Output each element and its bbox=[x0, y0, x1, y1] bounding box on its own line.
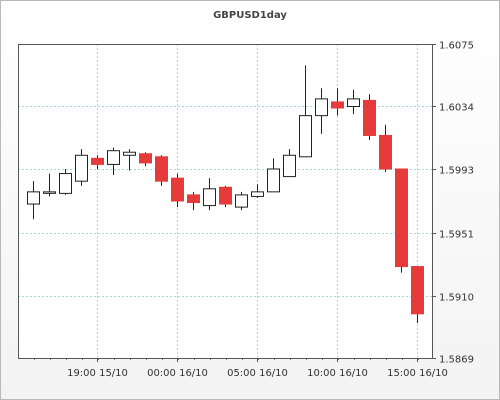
candle-body-down bbox=[155, 156, 168, 182]
axis-layer bbox=[18, 44, 436, 362]
candle bbox=[395, 168, 408, 273]
candle-body-up bbox=[283, 154, 296, 178]
candle bbox=[203, 178, 216, 211]
y-tick-label: 1.6034 bbox=[439, 103, 474, 114]
candle bbox=[251, 184, 264, 198]
candle-body-down bbox=[171, 177, 184, 202]
candle bbox=[59, 168, 72, 195]
candle bbox=[107, 147, 120, 176]
candle bbox=[155, 155, 168, 186]
y-tick-label: 1.6075 bbox=[439, 41, 474, 52]
candle bbox=[283, 149, 296, 178]
x-tick-label: 05:00 16/10 bbox=[227, 368, 288, 379]
candle-body-up bbox=[123, 151, 136, 156]
candle-body-up bbox=[267, 168, 280, 193]
candle-body-up bbox=[203, 188, 216, 207]
candle-body-down bbox=[219, 186, 232, 205]
candle-body-up bbox=[75, 154, 88, 182]
tick-label-layer: 1.6075 1.6034 1.5993 1.5951 1.5910 1.5869 19:0… bbox=[67, 41, 474, 380]
candle-body-up bbox=[235, 194, 248, 208]
x-tick-label: 15:00 16/10 bbox=[387, 368, 448, 379]
candle-body-up bbox=[43, 191, 56, 194]
candle-body-up bbox=[347, 98, 360, 107]
candle-body-down bbox=[331, 101, 344, 109]
candle bbox=[347, 89, 360, 115]
candle bbox=[267, 158, 280, 193]
y-tick-label: 1.5910 bbox=[439, 293, 474, 304]
y-tick-label: 1.5869 bbox=[439, 355, 474, 366]
candle-body-down bbox=[139, 153, 152, 164]
candle-body-up bbox=[59, 173, 72, 194]
candle bbox=[363, 94, 376, 141]
candle bbox=[43, 173, 56, 197]
x-tick-label: 19:00 15/10 bbox=[67, 368, 128, 379]
x-tick-label: 00:00 16/10 bbox=[147, 368, 208, 379]
candle bbox=[91, 155, 104, 169]
candle-body-up bbox=[251, 191, 264, 197]
candle bbox=[187, 191, 200, 211]
candle-body-up bbox=[315, 98, 328, 117]
y-tick-label: 1.5951 bbox=[439, 230, 474, 241]
candle-body-down bbox=[395, 168, 408, 268]
candle-body-down bbox=[91, 157, 104, 165]
candle bbox=[219, 185, 232, 208]
candle-body-down bbox=[379, 134, 392, 170]
chart-title: GBPUSD1day bbox=[213, 10, 287, 21]
candle bbox=[27, 181, 40, 220]
candle bbox=[315, 88, 328, 134]
candle-layer bbox=[27, 65, 424, 323]
candle-body-up bbox=[299, 115, 312, 158]
candle bbox=[331, 88, 344, 116]
candle-body-up bbox=[107, 150, 120, 165]
y-tick-label: 1.5993 bbox=[439, 166, 474, 177]
candle-body-up bbox=[27, 191, 40, 205]
x-tick-label: 10:00 16/10 bbox=[307, 368, 368, 379]
candle-body-down bbox=[363, 99, 376, 136]
candle bbox=[299, 65, 312, 158]
candle bbox=[411, 266, 424, 323]
candle bbox=[379, 124, 392, 173]
candle bbox=[171, 173, 184, 208]
candle-body-down bbox=[411, 266, 424, 315]
candle bbox=[75, 149, 88, 186]
candle bbox=[123, 149, 136, 171]
candle-body-down bbox=[187, 194, 200, 204]
candle bbox=[139, 152, 152, 166]
candle bbox=[235, 191, 248, 211]
